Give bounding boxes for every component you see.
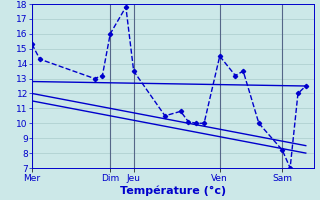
X-axis label: Température (°c): Température (°c) <box>120 185 226 196</box>
